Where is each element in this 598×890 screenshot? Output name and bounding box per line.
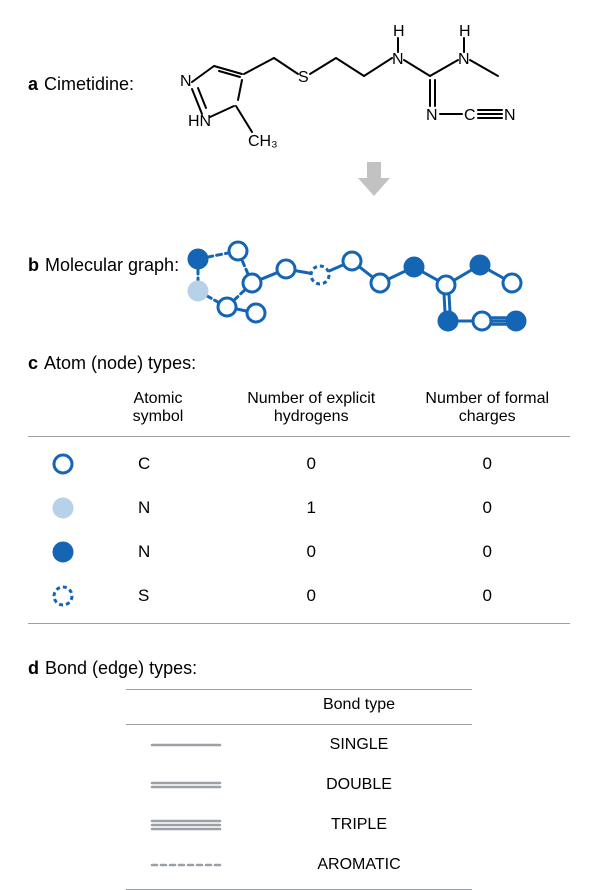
panel-b-letter: b: [28, 255, 39, 276]
svg-text:N: N: [504, 107, 516, 124]
atom-col-hyd: Number of explicit hydrogens: [218, 384, 404, 437]
panel-a-title: Cimetidine:: [44, 74, 134, 95]
svg-text:N: N: [426, 107, 438, 124]
bond-type-label: AROMATIC: [246, 845, 473, 890]
atom-charges: 0: [404, 437, 570, 487]
bond-line-icon: [126, 765, 246, 805]
atom-node-icon: [28, 574, 98, 624]
atom-symbol: S: [98, 574, 218, 624]
bond-line-icon: [126, 805, 246, 845]
panel-d: d Bond (edge) types: Bond type SINGLEDOU…: [28, 658, 570, 890]
svg-text:H: H: [393, 24, 405, 40]
svg-text:S: S: [298, 69, 309, 86]
svg-text:HN: HN: [188, 113, 211, 130]
bond-row: TRIPLE: [126, 805, 473, 845]
atom-col-charge: Number of formal charges: [404, 384, 570, 437]
bond-row: AROMATIC: [126, 845, 473, 890]
bond-type-label: DOUBLE: [246, 765, 473, 805]
svg-text:C: C: [464, 107, 476, 124]
atom-row: S00: [28, 574, 570, 624]
panel-d-label: d Bond (edge) types:: [28, 658, 570, 679]
atom-row: N00: [28, 530, 570, 574]
bond-type-label: SINGLE: [246, 725, 473, 766]
atom-charges: 0: [404, 574, 570, 624]
bond-row: DOUBLE: [126, 765, 473, 805]
atom-hydrogens: 0: [218, 530, 404, 574]
panel-a-label: a Cimetidine:: [28, 74, 134, 95]
atom-col-symbol: Atomic symbol: [98, 384, 218, 437]
molecular-graph: [176, 209, 546, 339]
panel-a: a Cimetidine:: [28, 24, 570, 154]
atom-charges: 0: [404, 486, 570, 530]
bond-types-table: Bond type SINGLEDOUBLETRIPLEAROMATIC: [126, 689, 473, 890]
svg-text:CH₃: CH₃: [248, 133, 278, 150]
panel-d-letter: d: [28, 658, 39, 679]
atom-node-icon: [28, 437, 98, 487]
panel-c-letter: c: [28, 353, 38, 374]
bond-line-icon: [126, 725, 246, 766]
bond-type-label: TRIPLE: [246, 805, 473, 845]
atom-symbol: C: [98, 437, 218, 487]
atom-row: N10: [28, 486, 570, 530]
atom-symbol: N: [98, 486, 218, 530]
svg-text:H: H: [459, 24, 471, 40]
atom-node-icon: [28, 530, 98, 574]
panel-b-title: Molecular graph:: [45, 255, 179, 276]
panel-b: b Molecular graph:: [28, 213, 570, 333]
panel-b-label: b Molecular graph:: [28, 255, 179, 276]
cimetidine-structure: N HN CH₃ S N H N H N C N: [168, 24, 568, 154]
atom-col-icon: [28, 384, 98, 437]
bond-col-type: Bond type: [246, 690, 473, 725]
atom-row: C00: [28, 437, 570, 487]
atom-hydrogens: 0: [218, 574, 404, 624]
panel-a-letter: a: [28, 74, 38, 95]
atom-charges: 0: [404, 530, 570, 574]
svg-text:N: N: [180, 73, 192, 90]
panel-c: c Atom (node) types: Atomic symbol Numbe…: [28, 353, 570, 624]
atom-symbol: N: [98, 530, 218, 574]
atom-node-icon: [28, 486, 98, 530]
bond-col-icon: [126, 690, 246, 725]
panel-c-label: c Atom (node) types:: [28, 353, 570, 374]
atom-hydrogens: 0: [218, 437, 404, 487]
bond-line-icon: [126, 845, 246, 890]
atom-types-table: Atomic symbol Number of explicit hydroge…: [28, 384, 570, 624]
panel-d-title: Bond (edge) types:: [45, 658, 197, 679]
svg-text:N: N: [458, 51, 470, 68]
panel-c-title: Atom (node) types:: [44, 353, 196, 374]
down-arrow-icon: [178, 160, 570, 205]
atom-hydrogens: 1: [218, 486, 404, 530]
svg-text:N: N: [392, 51, 404, 68]
bond-row: SINGLE: [126, 725, 473, 766]
